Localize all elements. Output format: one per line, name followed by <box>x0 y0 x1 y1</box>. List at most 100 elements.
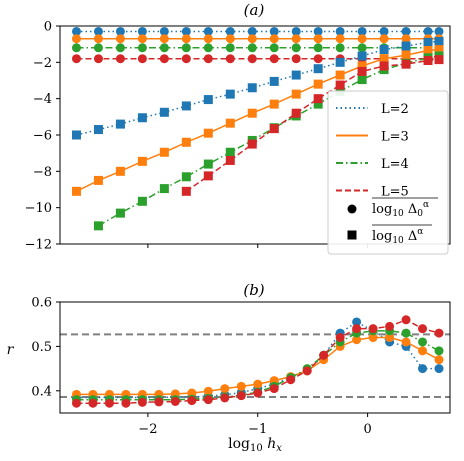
panel-a-square-point <box>159 107 169 117</box>
panel-a-square-point <box>225 118 235 128</box>
panel-a-square-point <box>313 64 323 74</box>
panel-b-circle-point <box>434 364 444 374</box>
panel-a-square-point <box>159 147 169 157</box>
panel-b-circle-point <box>269 384 279 394</box>
legend-label-L=2: L=2 <box>381 102 409 117</box>
panel-b-title: (b) <box>243 281 264 299</box>
panel-a-circle-point <box>313 26 323 36</box>
panel-a-ticks: −12 −10 −8 −6 −4 −2 0 <box>25 20 369 253</box>
panel-a-square-point <box>247 83 257 93</box>
panel-a-square-point <box>203 128 213 138</box>
panel-a-circle-point <box>115 43 125 53</box>
panel-b-circle-point <box>236 391 246 401</box>
panel-a-square-point <box>93 175 103 185</box>
panel-b-circle-point <box>418 346 428 356</box>
panel-b-circle-point <box>253 388 263 398</box>
panel-b-circle-point <box>352 335 362 345</box>
panel-a-square-point <box>291 108 301 118</box>
panel-a-circle-point <box>225 26 235 36</box>
legend-line-entries: L=2 L=3 L=4 L=5 <box>336 102 409 200</box>
panel-a: (a) −12 −10 −8 −6 −4 −2 0 L=2 L=3 L=4 L=5 log10 Δ… <box>25 1 451 255</box>
panel-a-circle-point <box>93 26 103 36</box>
panel-a-square-point <box>379 45 389 55</box>
panel-a-circle-point <box>269 43 279 53</box>
panel-a-square-point <box>203 95 213 105</box>
panel-b-circle-point <box>335 333 345 343</box>
panel-a-square-point <box>291 89 301 99</box>
panel-b-circle-point <box>286 375 296 385</box>
panel-a-circle-point <box>291 43 301 53</box>
panel-a-square-point <box>423 37 433 47</box>
panel-a-square-point <box>269 99 279 109</box>
panel-a-circle-point <box>93 54 103 64</box>
panel-a-circle-point <box>71 34 81 44</box>
panel-a-ytick-label: −12 <box>25 238 52 253</box>
panel-a-circle-point <box>181 26 191 36</box>
panel-b-circle-point <box>385 321 395 331</box>
panel-a-square-point <box>115 166 125 176</box>
panel-a-circle-point <box>93 43 103 53</box>
panel-a-square-point <box>115 208 125 218</box>
panel-a-ytick-label: −8 <box>33 165 52 180</box>
panel-b-circle-point <box>368 333 378 343</box>
panel-b-reference-lines <box>60 333 450 399</box>
panel-a-series-group <box>71 26 444 231</box>
panel-a-circle-point <box>269 26 279 36</box>
panel-a-square-point <box>137 156 147 166</box>
panel-a-square-point <box>357 66 367 76</box>
panel-a-circle-point <box>203 43 213 53</box>
panel-b-circle-point <box>418 324 428 334</box>
panel-a-circle-point <box>247 54 257 64</box>
legend-square-label: log10 Δα <box>372 227 423 246</box>
panel-a-square-point <box>379 54 389 64</box>
panel-a-circle-point <box>335 34 345 44</box>
panel-a-square-point <box>379 61 389 71</box>
panel-b-circle-point <box>352 324 362 334</box>
panel-b-circle-point <box>401 315 411 325</box>
panel-a-square-point <box>225 155 235 165</box>
panel-b-ytick-label: 0.4 <box>31 384 52 399</box>
panel-a-circle-point <box>115 34 125 44</box>
panel-a-square-point <box>181 137 191 147</box>
panel-a-circle-point <box>401 26 411 36</box>
panel-b-circle-point <box>187 396 197 406</box>
panel-a-circle-point <box>93 34 103 44</box>
panel-a-square-point <box>335 70 345 80</box>
panel-a-square-point <box>71 130 81 140</box>
panel-a-circle-point <box>335 26 345 36</box>
panel-a-square-point <box>247 108 257 118</box>
panel-a-square-point <box>434 45 444 55</box>
panel-b-circle-point <box>220 393 230 403</box>
panel-b-ytick-label: 0.6 <box>31 296 52 311</box>
panel-b-circle-point <box>385 333 395 343</box>
legend-circle-label: log10 Δ0α <box>372 200 429 219</box>
panel-b-circle-point <box>352 317 362 327</box>
panel-a-ytick-label: 0 <box>44 20 52 35</box>
panel-a-ytick-label: −6 <box>33 129 52 144</box>
panel-a-square-point <box>203 171 213 181</box>
panel-b-circle-point <box>401 337 411 347</box>
panel-a-square-point <box>225 89 235 99</box>
panel-a-circle-point <box>291 34 301 44</box>
panel-a-ytick-label: −4 <box>33 92 52 107</box>
legend-label-L=3: L=3 <box>381 130 409 145</box>
panel-a-square-point <box>434 55 444 65</box>
panel-a-square-point <box>247 139 257 149</box>
panel-a-circle-point <box>181 43 191 53</box>
panel-a-square-point <box>269 124 279 134</box>
panel-a-square-point <box>434 36 444 46</box>
panel-b-circle-point <box>154 397 164 407</box>
panel-a-square-point <box>335 80 345 90</box>
panel-a-circle-point <box>313 54 323 64</box>
panel-a-circle-point <box>357 43 367 53</box>
panel-a-circle-point <box>357 34 367 44</box>
panel-a-square-point <box>357 75 367 85</box>
panel-a-circle-point <box>225 34 235 44</box>
panel-b-circle-point <box>170 396 180 406</box>
panel-a-circle-point <box>313 43 323 53</box>
panel-a-circle-point <box>115 54 125 64</box>
panel-b-circle-point <box>434 346 444 356</box>
panel-b-circle-point <box>137 397 147 407</box>
panel-a-circle-point <box>313 34 323 44</box>
